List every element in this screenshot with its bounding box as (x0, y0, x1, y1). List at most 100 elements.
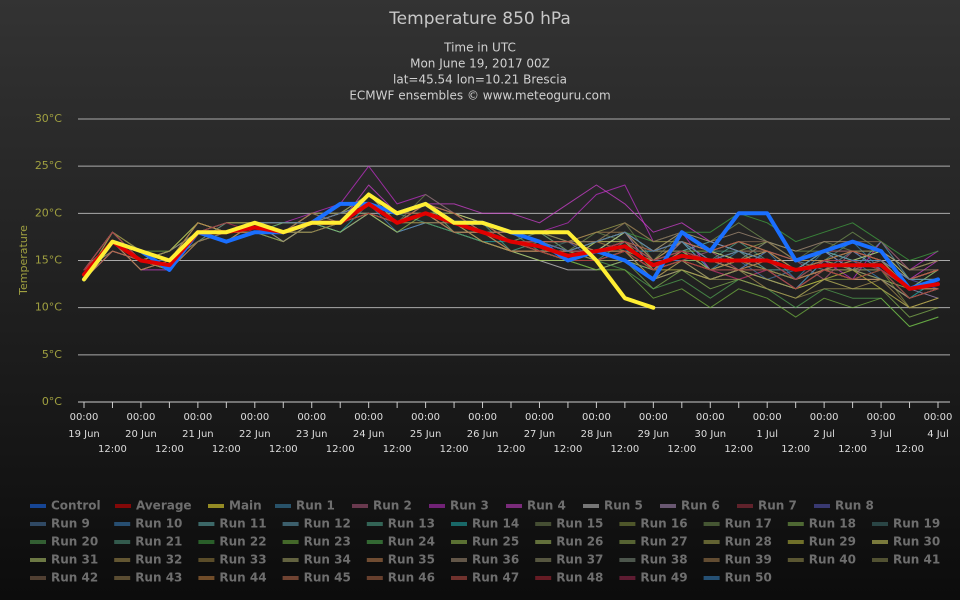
x-tick-label: 12:00 (269, 444, 298, 455)
legend-label: Run 36 (472, 553, 519, 567)
legend-label: Run 21 (135, 535, 182, 549)
legend-label: Run 28 (725, 535, 772, 549)
x-tick-label: 12:00 (895, 444, 924, 455)
x-tick-label: 26 Jun (467, 429, 499, 440)
x-tick-label: 00:00 (639, 412, 668, 423)
x-tick-label: 12:00 (497, 444, 526, 455)
y-axis-title: Temperature (17, 225, 30, 296)
x-tick-label: 00:00 (240, 412, 269, 423)
legend-label: Run 3 (450, 499, 489, 513)
x-tick-label: 1 Jul (756, 429, 778, 440)
legend-label: Run 48 (556, 571, 603, 585)
legend-label: Run 23 (304, 535, 351, 549)
x-tick-label: 00:00 (867, 412, 896, 423)
x-tick-label: 29 Jun (638, 429, 670, 440)
x-tick-label: 12:00 (554, 444, 583, 455)
legend-label: Run 12 (304, 517, 351, 531)
legend-label: Run 43 (135, 571, 182, 585)
legend-label: Run 17 (725, 517, 772, 531)
legend-label: Run 38 (640, 553, 687, 567)
legend-label: Run 25 (472, 535, 519, 549)
x-tick-label: 00:00 (70, 412, 99, 423)
legend-label: Run 22 (219, 535, 266, 549)
x-tick-label: 23 Jun (296, 429, 328, 440)
series-line (82, 192, 656, 310)
x-tick-label: 20 Jun (125, 429, 157, 440)
x-tick-label: 4 Jul (927, 429, 949, 440)
legend-label: Run 40 (809, 553, 856, 567)
legend-label: Run 27 (640, 535, 687, 549)
legend-label: Run 1 (296, 499, 335, 513)
legend-label: Run 11 (219, 517, 266, 531)
x-tick-label: 00:00 (468, 412, 497, 423)
legend-label: Run 42 (51, 571, 98, 585)
y-tick-label: 20°C (35, 206, 62, 219)
x-tick-label: 21 Jun (182, 429, 214, 440)
x-tick-label: 19 Jun (68, 429, 100, 440)
legend-label: Run 18 (809, 517, 856, 531)
y-tick-label: 5°C (42, 348, 62, 361)
legend-label: Run 39 (725, 553, 772, 567)
x-tick-label: 3 Jul (870, 429, 892, 440)
y-tick-label: 0°C (42, 395, 62, 408)
x-tick-label: 00:00 (411, 412, 440, 423)
legend-label: Run 8 (835, 499, 874, 513)
y-tick-label: 15°C (35, 254, 62, 267)
y-tick-label: 30°C (35, 112, 62, 125)
x-tick-label: 12:00 (667, 444, 696, 455)
legend-label: Run 30 (893, 535, 940, 549)
x-tick-label: 00:00 (753, 412, 782, 423)
x-tick-label: 2 Jul (813, 429, 835, 440)
legend-label: Run 33 (219, 553, 266, 567)
legend-label: Run 46 (388, 571, 435, 585)
legend-label: Run 29 (809, 535, 856, 549)
legend-label: Run 19 (893, 517, 940, 531)
subtitle: lat=45.54 lon=10.21 Brescia (393, 73, 567, 87)
x-tick-label: 28 Jun (581, 429, 613, 440)
x-tick-label: 00:00 (582, 412, 611, 423)
x-tick-label: 12:00 (440, 444, 469, 455)
legend-label: Control (51, 499, 101, 513)
x-tick-label: 00:00 (696, 412, 725, 423)
legend-label: Run 9 (51, 517, 90, 531)
legend-label: Run 47 (472, 571, 519, 585)
x-tick-label: 25 Jun (410, 429, 442, 440)
y-tick-label: 25°C (35, 159, 62, 172)
x-tick-label: 00:00 (924, 412, 953, 423)
x-tick-label: 27 Jun (524, 429, 556, 440)
x-tick-label: 12:00 (383, 444, 412, 455)
legend-label: Run 45 (304, 571, 351, 585)
legend-label: Run 34 (304, 553, 351, 567)
x-tick-label: 12:00 (326, 444, 355, 455)
x-tick-label: 00:00 (183, 412, 212, 423)
x-tick-label: 12:00 (781, 444, 810, 455)
x-tick-label: 12:00 (724, 444, 753, 455)
legend-label: Run 15 (556, 517, 603, 531)
legend-label: Run 7 (758, 499, 797, 513)
y-tick-label: 10°C (35, 301, 62, 314)
x-tick-label: 24 Jun (353, 429, 385, 440)
legend-label: Run 50 (725, 571, 772, 585)
x-tick-label: 12:00 (155, 444, 184, 455)
legend-label: Run 4 (527, 499, 566, 513)
legend-label: Run 41 (893, 553, 940, 567)
legend-label: Run 37 (556, 553, 603, 567)
chart-title: Temperature 850 hPa (388, 9, 571, 29)
legend-label: Run 16 (640, 517, 687, 531)
legend-label: Run 13 (388, 517, 435, 531)
legend-label: Run 35 (388, 553, 435, 567)
legend-label: Run 26 (556, 535, 603, 549)
x-tick-label: 00:00 (354, 412, 383, 423)
legend-label: Main (229, 499, 262, 513)
legend-label: Average (136, 499, 192, 513)
x-tick-label: 22 Jun (239, 429, 271, 440)
legend-label: Run 49 (640, 571, 687, 585)
x-tick-label: 12:00 (838, 444, 867, 455)
subtitle: Time in UTC (443, 41, 516, 55)
x-tick-label: 12:00 (98, 444, 127, 455)
legend-label: Run 14 (472, 517, 519, 531)
subtitle: ECMWF ensembles © www.meteoguru.com (349, 89, 610, 103)
